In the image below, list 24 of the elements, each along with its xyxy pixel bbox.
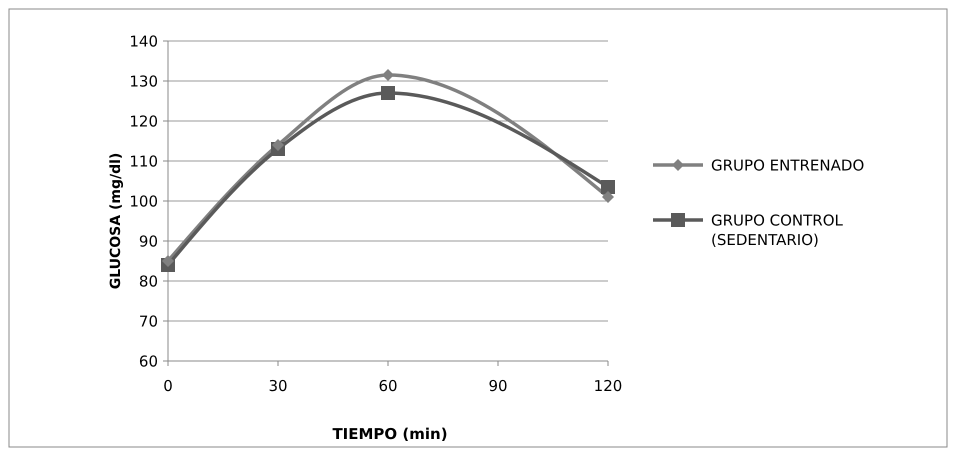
x-tick-label: 30	[268, 377, 288, 395]
point	[162, 255, 174, 267]
x-tick-label: 60	[378, 377, 398, 395]
legend-label: GRUPO ENTRENADO	[711, 156, 864, 174]
y-tick-label: 140	[129, 32, 158, 50]
x-tick-label: 90	[488, 377, 508, 395]
y-tick-label: 70	[138, 312, 158, 330]
y-tick-label: 110	[129, 152, 158, 170]
y-tick-label: 100	[129, 192, 158, 210]
legend-label: GRUPO CONTROL (SEDENTARIO)	[711, 211, 844, 249]
x-tick-label: 0	[163, 377, 173, 395]
point	[382, 69, 394, 81]
point	[381, 86, 395, 100]
y-tick-label: 80	[138, 272, 158, 290]
y-tick-label: 120	[129, 112, 158, 130]
point	[601, 180, 615, 194]
y-axis-title: GLUCOSA (mg/dl)	[108, 152, 124, 290]
y-tick-label: 130	[129, 72, 158, 90]
y-tick-label: 60	[138, 352, 158, 370]
point	[272, 139, 284, 151]
x-axis-title: TIEMPO (min)	[332, 425, 448, 443]
y-tick-label: 90	[138, 232, 158, 250]
x-tick-label: 120	[594, 377, 622, 395]
point	[602, 191, 614, 203]
